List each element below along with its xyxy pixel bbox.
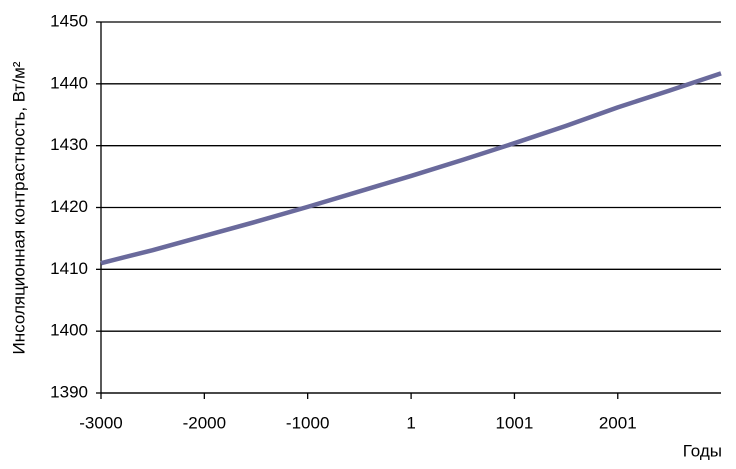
y-tick-label: 1400 <box>50 321 88 340</box>
x-tick-label: -3000 <box>79 413 122 432</box>
x-tick-label: -2000 <box>183 413 226 432</box>
y-tick-label: 1430 <box>50 135 88 154</box>
y-tick-label: 1450 <box>50 11 88 30</box>
x-tick-label: 2001 <box>599 413 637 432</box>
y-tick-label: 1390 <box>50 382 88 401</box>
y-axis-label: Инсоляционная контрастность, Вт/м² <box>9 61 28 354</box>
y-tick-label: 1420 <box>50 197 88 216</box>
x-tick-label: -1000 <box>286 413 329 432</box>
y-tick-label: 1410 <box>50 259 88 278</box>
data-line <box>100 71 722 266</box>
x-axis-label: Годы <box>683 441 722 460</box>
y-tick-label: 1440 <box>50 73 88 92</box>
x-tick-label: 1001 <box>496 413 534 432</box>
x-tick-label: 1 <box>406 413 415 432</box>
